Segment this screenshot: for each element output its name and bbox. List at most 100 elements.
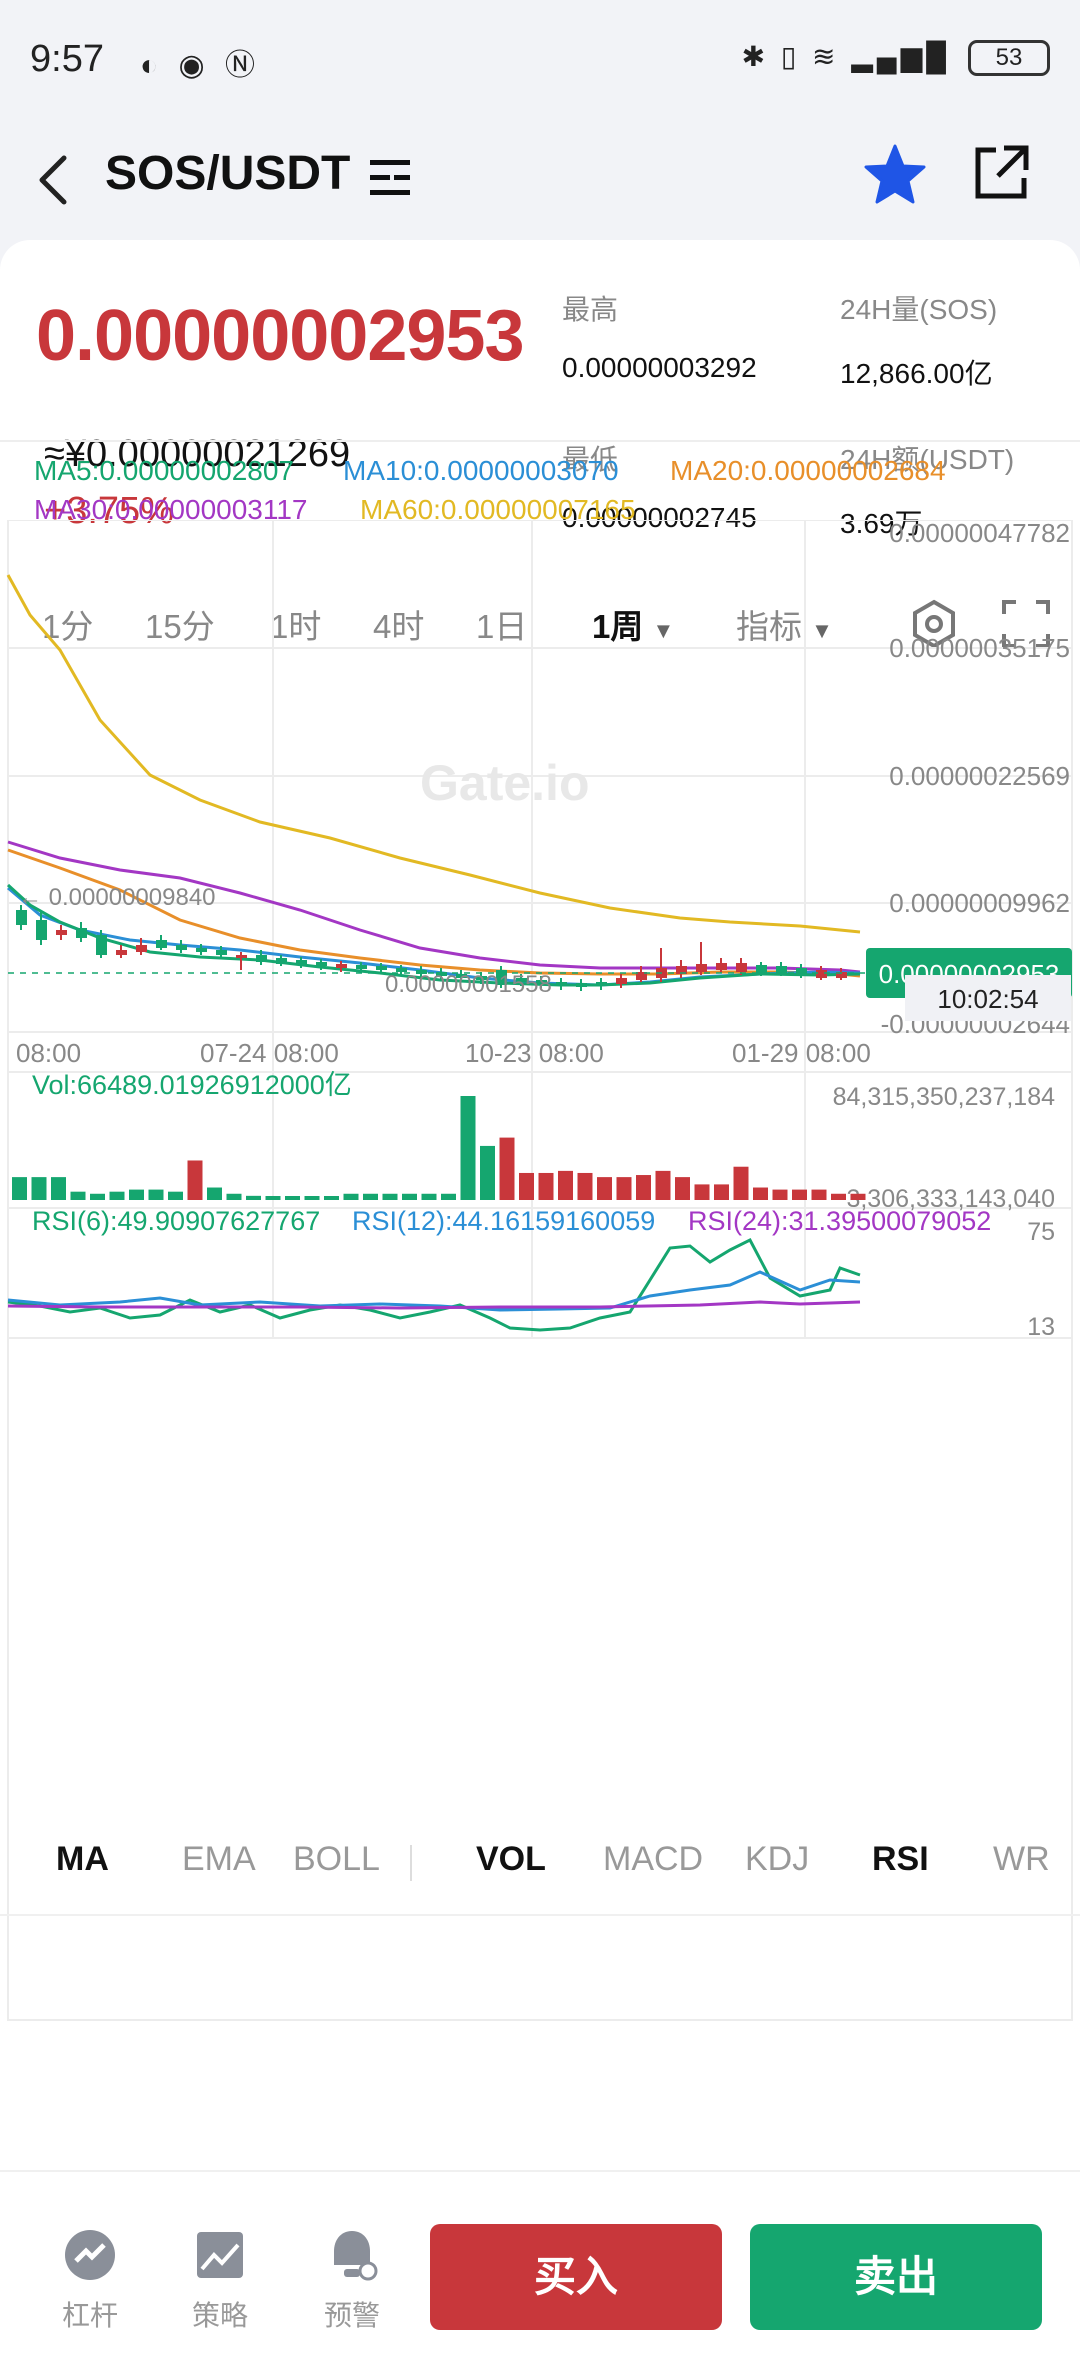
candle-body	[336, 964, 347, 968]
buy-button[interactable]: 买入	[430, 2224, 722, 2330]
rsi12-legend: RSI(12):44.16159160059	[352, 1206, 655, 1236]
candle-body	[636, 972, 647, 980]
volume-bar	[304, 1196, 320, 1200]
alert-button[interactable]: 预警	[312, 2227, 392, 2334]
tab-ma[interactable]: MA	[56, 1840, 109, 1878]
volume-bar	[714, 1184, 729, 1200]
candle-body	[396, 968, 407, 972]
volume-bar	[772, 1189, 788, 1200]
tab-15min[interactable]: 15分	[145, 608, 215, 645]
tab-indicators-label: 指标	[736, 608, 802, 645]
candle-body	[376, 966, 387, 970]
tab-kdj[interactable]: KDJ	[745, 1840, 810, 1878]
volume-bar	[831, 1193, 846, 1200]
ma5-text: MA5:0.00000002807	[34, 455, 294, 486]
candle-body	[76, 928, 87, 938]
volume-bar	[90, 1193, 105, 1200]
leverage-button[interactable]: 杠杆	[50, 2227, 130, 2334]
back-icon[interactable]	[30, 150, 80, 210]
volume-bar	[70, 1191, 86, 1200]
amount-24h-label: 24H额(USDT)	[840, 444, 1015, 475]
candle-body	[796, 968, 807, 976]
ma10-legend: MA10:0.00000003070	[343, 455, 619, 487]
pair-title[interactable]: SOS/USDT	[105, 147, 351, 200]
pair-list-icon[interactable]	[368, 156, 412, 200]
tab-wr[interactable]: WR	[993, 1840, 1050, 1878]
ma20-line	[7, 848, 861, 978]
tab-1week[interactable]: 1周 ▼	[592, 600, 674, 648]
candle-body	[356, 965, 367, 969]
volume-bar	[616, 1177, 632, 1200]
candle-body	[596, 982, 607, 986]
x-tick: 10-23 08:00	[465, 1038, 604, 1068]
strategy-button[interactable]: 策略	[180, 2227, 260, 2334]
volume-bar	[480, 1145, 495, 1200]
rsi24-legend: RSI(24):31.39500079052	[688, 1206, 991, 1236]
share-icon[interactable]	[970, 142, 1032, 204]
volume-bar	[343, 1193, 359, 1200]
rsi6-legend: RSI(6):49.90907627767	[32, 1206, 320, 1236]
volume-24h-label: 24H量(SOS)	[840, 294, 998, 325]
status-time: 9:57	[30, 38, 104, 80]
divider	[0, 440, 1080, 442]
tab-macd[interactable]: MACD	[603, 1840, 704, 1878]
watermark: Gate.io	[420, 755, 589, 811]
candle-body	[116, 950, 127, 955]
candle-body	[416, 970, 427, 974]
status-bar: 9:57 ◐ ◉ Ⓝ ✱ ▯ ≋ ▂▄▆█ 53	[0, 0, 1080, 120]
volume-bar	[733, 1166, 749, 1200]
volume-bar	[168, 1191, 183, 1200]
tab-vol[interactable]: VOL	[476, 1840, 546, 1878]
tab-rsi[interactable]: RSI	[872, 1840, 929, 1878]
tab-1week-label: 1周	[592, 608, 644, 645]
price-chart[interactable]: Gate.io ← 0.00000009840 0.00000001558 0.…	[0, 520, 1080, 2030]
tab-1day[interactable]: 1日	[476, 608, 528, 645]
candle-body	[716, 963, 727, 970]
volume-bar	[460, 1096, 476, 1200]
ma60-line	[6, 574, 861, 934]
chevron-down-icon: ▼	[811, 618, 833, 643]
tab-indicators[interactable]: 指标 ▼	[736, 600, 833, 648]
volume-bar	[31, 1177, 47, 1200]
tab-1hour[interactable]: 1时	[270, 608, 322, 645]
volume-bar	[753, 1187, 768, 1200]
candle-body	[836, 972, 847, 978]
y-tick: 0.00000022569	[889, 761, 1070, 791]
candle-body	[756, 965, 767, 973]
bottom-action-bar: 杠杆 策略 预警 买入 卖出	[0, 2170, 1080, 2378]
change-percent: +3.75%	[44, 490, 174, 532]
candle-body	[496, 970, 507, 985]
rsi12-line	[7, 1270, 861, 1312]
candle-body	[316, 962, 327, 966]
volume-bar	[265, 1196, 281, 1200]
ma30-line	[7, 840, 861, 974]
candle-body	[696, 964, 707, 972]
tab-boll[interactable]: BOLL	[293, 1840, 380, 1878]
volume-bar	[324, 1196, 339, 1200]
fullscreen-icon[interactable]	[1000, 598, 1052, 650]
volume-bar	[421, 1193, 437, 1200]
y-tick: 0.00000047782	[889, 520, 1070, 548]
volume-bar	[51, 1177, 66, 1200]
connectivity-icons: ✱ ▯ ≋ ▂▄▆█	[741, 41, 950, 72]
chevron-down-icon: ▼	[652, 618, 675, 643]
volume-bar	[109, 1191, 125, 1200]
high-marker: ← 0.00000009840	[18, 884, 216, 911]
tab-separator	[410, 1845, 412, 1881]
settings-icon[interactable]	[908, 598, 960, 650]
ma20-text: MA20:0.00000002684	[670, 455, 946, 486]
candle-body	[216, 950, 227, 955]
volume-bar	[675, 1177, 690, 1200]
volume-24h-value: 12,866.00亿	[840, 358, 993, 389]
candle-body	[56, 930, 67, 935]
candle-body	[256, 955, 267, 962]
last-price: 0.00000002953	[36, 296, 525, 376]
candle-body	[276, 958, 287, 964]
tab-4hour[interactable]: 4时	[373, 608, 425, 645]
candle-body	[776, 966, 787, 974]
favorite-star-icon[interactable]	[860, 140, 930, 210]
volume-bars	[12, 1096, 866, 1200]
volume-bar	[519, 1172, 534, 1200]
tab-ema[interactable]: EMA	[182, 1840, 256, 1878]
sell-button[interactable]: 卖出	[750, 2224, 1042, 2330]
